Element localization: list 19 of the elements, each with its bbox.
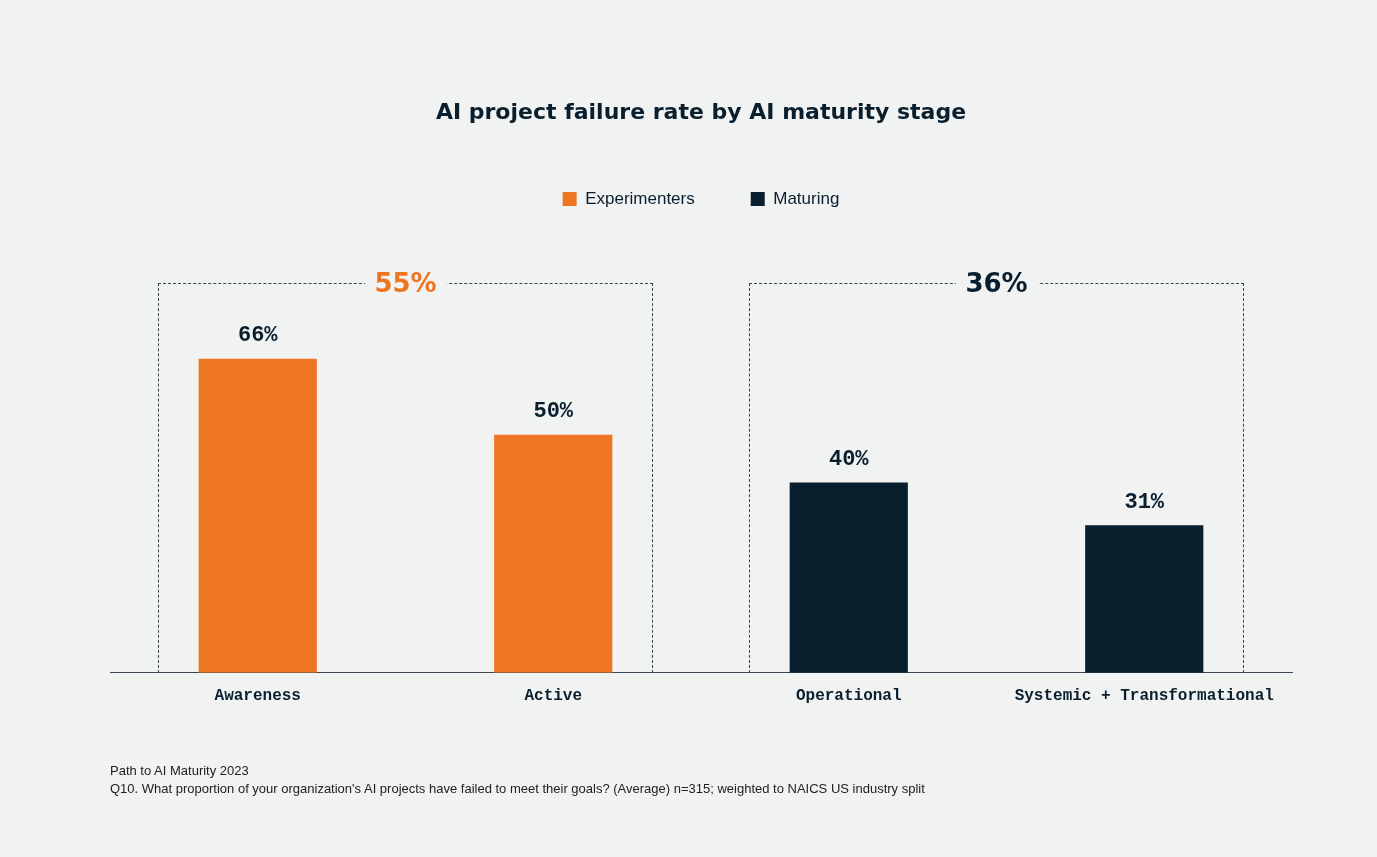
bar — [494, 434, 613, 673]
data-label: 50% — [533, 399, 574, 425]
x-tick-label: Active — [524, 687, 583, 706]
legend-label: Experimenters — [585, 188, 695, 208]
x-tick-label: Awareness — [214, 687, 301, 706]
text: 36% — [955, 268, 1038, 299]
bar — [198, 358, 317, 673]
x-tick-label: Systemic + Transformational — [1014, 687, 1274, 706]
data-label: 66% — [237, 323, 279, 349]
bar — [1085, 525, 1204, 673]
legend-label: Maturing — [773, 188, 840, 208]
text: 55% — [364, 268, 447, 299]
bar — [789, 482, 908, 673]
x-tick-label: Operational — [795, 687, 902, 706]
data-label: 40% — [828, 447, 870, 472]
text: Q10. What proportion of your organization's AI projects have failed to meet their goals? (Average) n=315; weighted to NAICS US industry split — [110, 780, 925, 798]
text: Path to AI Maturity 2023 — [110, 762, 250, 780]
chart-title: AI project failure rate by AI maturity stage — [435, 98, 967, 124]
data-label: 31% — [1124, 489, 1165, 515]
